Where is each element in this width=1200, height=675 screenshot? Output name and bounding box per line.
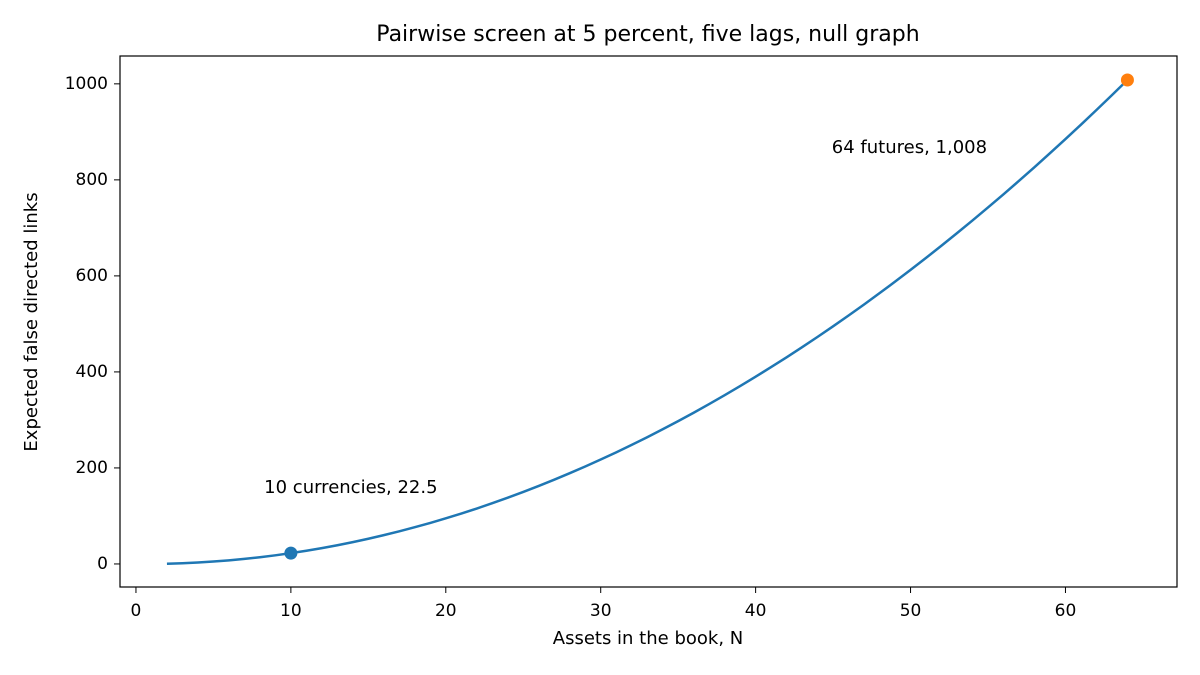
highlight-point [284,546,298,560]
y-tick-label: 400 [76,362,108,382]
y-axis-label: Expected false directed links [21,192,42,451]
chart-title: Pairwise screen at 5 percent, five lags,… [376,22,919,47]
x-tick-label: 50 [900,601,922,621]
x-tick-label: 20 [435,601,457,621]
annotation: 10 currencies, 22.5 [264,477,437,498]
x-tick-label: 30 [590,601,612,621]
x-axis-label: Assets in the book, N [553,628,743,649]
x-tick-label: 40 [745,601,767,621]
y-tick-label: 1000 [65,74,108,94]
y-tick-label: 600 [76,266,108,286]
y-tick-label: 800 [76,170,108,190]
y-tick-label: 200 [76,458,108,478]
line [166,79,1129,565]
x-tick-label: 0 [131,601,142,621]
plot-frame [119,55,1178,588]
highlight-point [1120,73,1134,87]
x-tick-label: 10 [280,601,302,621]
annotation: 64 futures, 1,008 [832,137,987,158]
x-tick-label: 60 [1055,601,1077,621]
y-tick-label: 0 [97,554,108,574]
